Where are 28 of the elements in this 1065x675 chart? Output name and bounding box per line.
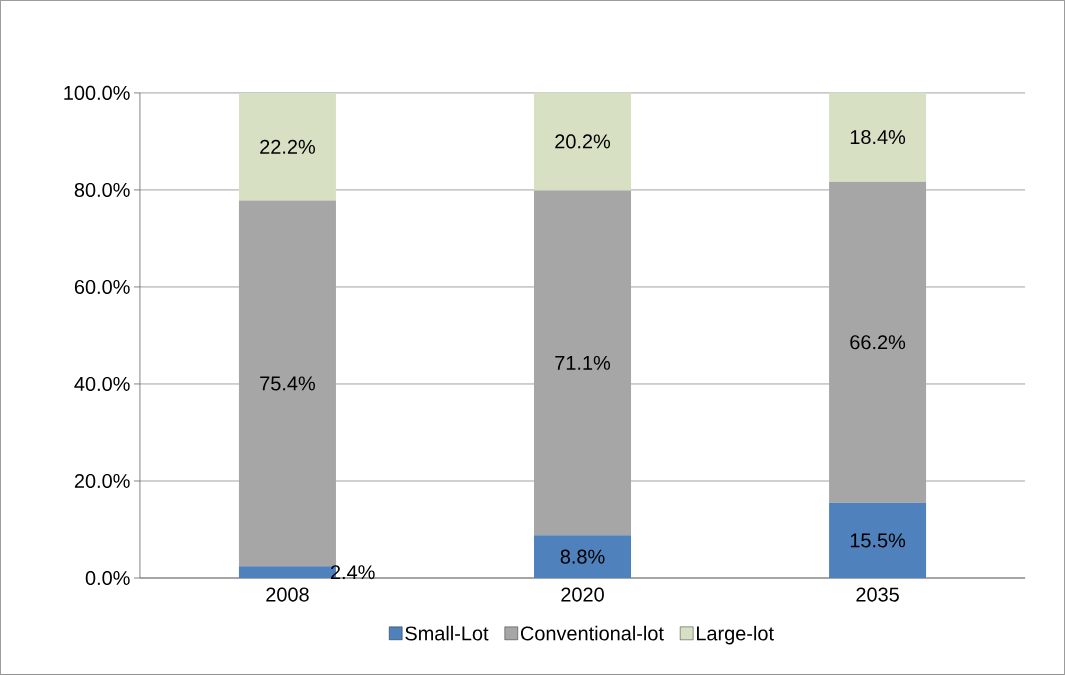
x-tick-label: 2008 [266, 587, 309, 602]
x-tick-label: 2020 [561, 587, 604, 602]
y-tick-label: 20.0% [74, 473, 130, 489]
bar [534, 92, 632, 191]
y-tick-label: 40.0% [74, 376, 130, 392]
data-label: 71.1% [555, 355, 611, 370]
y-tick-label: 60.0% [74, 279, 130, 295]
data-label: 8.8% [560, 549, 605, 564]
y-tick-label: 80.0% [74, 182, 130, 198]
y-tick-label: 100.0% [64, 85, 130, 100]
legend-label: Large-lot [697, 625, 774, 645]
data-label: 20.2% [555, 134, 611, 149]
x-tick-label: 2035 [856, 587, 899, 602]
legend-label: Conventional-lot [520, 625, 664, 641]
bar [829, 181, 927, 503]
bar [238, 92, 336, 201]
bar [238, 200, 336, 567]
bar [829, 502, 927, 579]
data-label: 15.5% [850, 533, 906, 548]
data-label: 66.2% [850, 335, 906, 350]
data-label: 75.4% [260, 376, 315, 391]
data-label: 22.2% [260, 139, 315, 154]
data-label: 18.4% [850, 130, 906, 145]
bar [534, 190, 632, 536]
bar [829, 92, 927, 182]
y-tick-label: 0.0% [85, 570, 130, 586]
legend-label: Small-Lot [405, 625, 489, 641]
bar [534, 535, 632, 579]
